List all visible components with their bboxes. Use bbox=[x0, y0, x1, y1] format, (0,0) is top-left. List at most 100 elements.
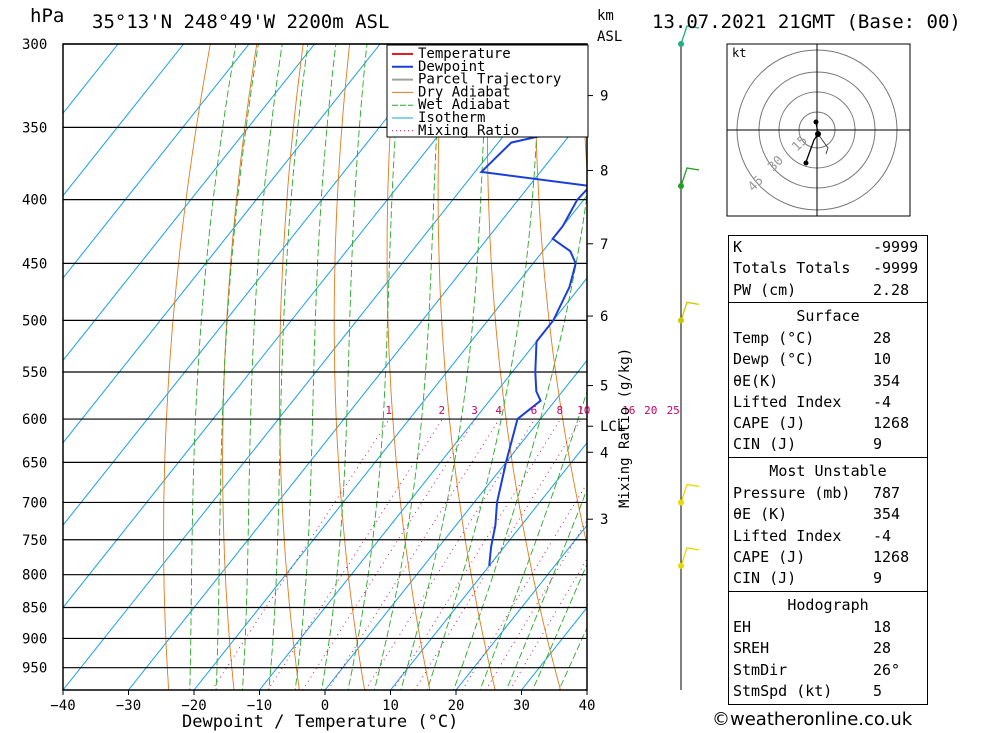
km-tick-label: 9 bbox=[600, 89, 608, 105]
plot-frame bbox=[62, 43, 588, 691]
pressure-tick-label: 400 bbox=[22, 193, 47, 209]
height-unit-km: km bbox=[597, 8, 614, 24]
mixing-ratio-label: 20 bbox=[644, 404, 657, 417]
wet-adiabat-line bbox=[321, 44, 368, 690]
wet-adiabat-line bbox=[532, 562, 587, 690]
wet-adiabat-line bbox=[241, 44, 283, 690]
isotherm-line bbox=[390, 442, 587, 690]
wet-adiabat-line bbox=[347, 44, 403, 690]
mixing-ratio-line bbox=[365, 418, 535, 690]
mixing-ratio-label: 16 bbox=[622, 404, 635, 417]
most-unstable-title: Most Unstable bbox=[769, 462, 887, 480]
legend-label: Temperature bbox=[418, 46, 511, 62]
index-row-totals: Totals Totals -9999 bbox=[733, 259, 919, 277]
isotherm-line bbox=[455, 524, 587, 690]
legend-label: Wet Adiabat bbox=[418, 97, 511, 113]
mixing-ratio-label: 8 bbox=[557, 404, 564, 417]
km-tick-label: 5 bbox=[600, 379, 608, 395]
km-tick-label: LCL bbox=[600, 419, 625, 435]
surface-row-temp: Temp (°C) 28 bbox=[733, 329, 892, 347]
surface-row-dewp: Dewp (°C) 10 bbox=[733, 350, 892, 368]
wet-adiabat-line bbox=[479, 390, 587, 690]
wind-barb bbox=[680, 547, 700, 567]
surface-row-cape: CAPE (J) 1268 bbox=[733, 414, 910, 432]
hodo-row-sreh: SREH 28 bbox=[733, 639, 892, 657]
surface-row-cin: CIN (J) 9 bbox=[733, 435, 883, 453]
pressure-tick-label: 300 bbox=[22, 37, 47, 53]
wind-profile bbox=[678, 25, 700, 690]
mixing-ratio-line bbox=[302, 418, 476, 690]
mu-row-cape: CAPE (J) 1268 bbox=[733, 548, 910, 566]
pressure-tick-label: 550 bbox=[22, 365, 47, 381]
isotherm-line bbox=[63, 44, 381, 444]
pressure-tick-label: 900 bbox=[22, 631, 47, 647]
wet-adiabat-line bbox=[189, 44, 237, 690]
hodo-row-eh: EH 18 bbox=[733, 618, 892, 636]
pressure-tick-label: 950 bbox=[22, 661, 47, 677]
isotherm-line bbox=[63, 44, 315, 362]
pressure-tick-label: 850 bbox=[22, 601, 47, 617]
km-tick-label: 7 bbox=[600, 237, 608, 253]
legend-label: Mixing Ratio bbox=[418, 123, 519, 139]
mixing-ratio-line bbox=[327, 418, 500, 690]
dry-adiabat-line bbox=[534, 44, 587, 547]
basic-indices-panel: K -9999 Totals Totals -9999 PW (cm) 2.28 bbox=[728, 235, 928, 303]
dry-adiabat-line bbox=[333, 44, 366, 690]
pressure-tick-label: 800 bbox=[22, 568, 47, 584]
legend-label: Dewpoint bbox=[418, 59, 485, 75]
surface-row-thetae: θE(K) 354 bbox=[733, 372, 901, 390]
mixing-ratio-label: 4 bbox=[495, 404, 502, 417]
x-tick-label: 40 bbox=[579, 698, 596, 714]
pressure-grid bbox=[62, 43, 593, 695]
isotherm-line bbox=[259, 277, 587, 690]
hodograph-point bbox=[815, 131, 821, 137]
mixing-ratio-line bbox=[211, 418, 390, 690]
wind-barb bbox=[680, 167, 700, 187]
mu-row-cin: CIN (J) 9 bbox=[733, 569, 883, 587]
index-row-pw: PW (cm) 2.28 bbox=[733, 281, 910, 299]
hodograph-point bbox=[803, 160, 809, 166]
hodo-row-stmdir: StmDir 26° bbox=[733, 661, 901, 679]
most-unstable-panel: Most Unstable Pressure (mb) 787 θE (K) 354… bbox=[728, 457, 928, 592]
dry-adiabat-line bbox=[953, 44, 1000, 690]
dry-adiabat-line bbox=[222, 44, 258, 690]
isotherm-line bbox=[63, 44, 119, 115]
x-tick-label: 30 bbox=[513, 698, 530, 714]
x-tick-label: 20 bbox=[448, 698, 465, 714]
mu-row-pressure: Pressure (mb) 787 bbox=[733, 484, 901, 502]
datetime-title: 13.07.2021 21GMT (Base: 00) bbox=[652, 11, 961, 33]
pressure-tick-label: 500 bbox=[22, 313, 47, 329]
copyright-footer[interactable]: ©weatheronline.co.uk bbox=[712, 709, 913, 730]
km-tick-label: 8 bbox=[600, 163, 608, 179]
surface-title: Surface bbox=[796, 307, 860, 325]
legend-label: Isotherm bbox=[418, 110, 485, 126]
pressure-tick-label: 700 bbox=[22, 495, 47, 511]
dry-adiabat-line bbox=[279, 44, 304, 690]
x-tick-label: −30 bbox=[116, 698, 141, 714]
legend-label: Parcel Trajectory bbox=[418, 72, 561, 88]
hodo-row-stmspd: StmSpd (kt) 5 bbox=[733, 682, 883, 700]
pressure-tick-label: 750 bbox=[22, 533, 47, 549]
parcel-trajectory-line bbox=[590, 143, 683, 566]
isopleth-lines bbox=[63, 44, 1000, 690]
dry-adiabat-line bbox=[163, 44, 211, 690]
mixing-ratio-label: 25 bbox=[667, 404, 680, 417]
hodograph-trace-upper bbox=[817, 133, 829, 155]
wet-adiabat-line bbox=[505, 488, 587, 690]
isotherm-line bbox=[63, 44, 184, 197]
isotherm-line bbox=[63, 44, 577, 690]
wind-barb bbox=[680, 483, 700, 503]
isotherm-line bbox=[128, 112, 587, 690]
mu-row-thetae: θE (K) 354 bbox=[733, 505, 901, 523]
wind-barb bbox=[680, 25, 700, 45]
x-tick-label: 10 bbox=[382, 698, 399, 714]
index-row-k: K -9999 bbox=[733, 238, 919, 256]
x-tick-label: −20 bbox=[181, 698, 206, 714]
dry-adiabat-line bbox=[487, 44, 561, 690]
wet-adiabat-line bbox=[400, 44, 489, 690]
pressure-tick-label: 650 bbox=[22, 455, 47, 471]
mixing-ratio-line bbox=[392, 418, 561, 690]
